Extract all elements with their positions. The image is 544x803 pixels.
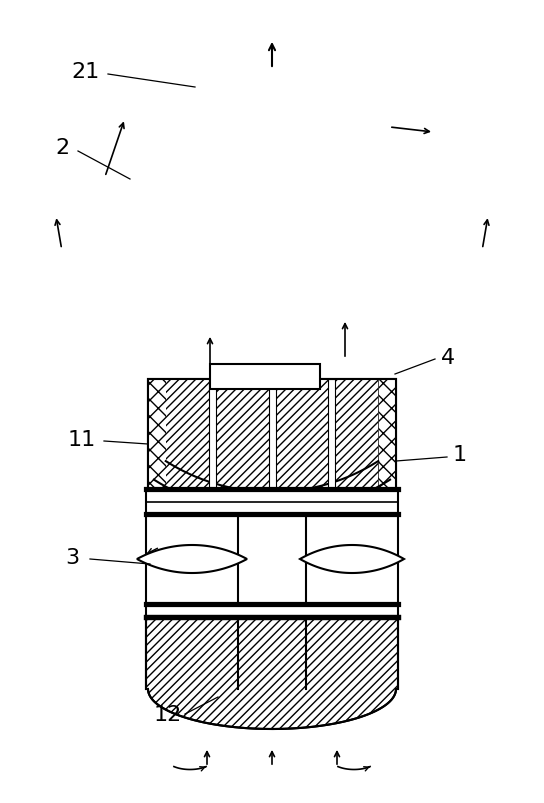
Polygon shape bbox=[137, 545, 247, 573]
Polygon shape bbox=[146, 618, 398, 729]
Bar bbox=[275, 380, 328, 489]
Bar bbox=[148, 380, 396, 489]
Bar bbox=[166, 380, 213, 489]
Bar bbox=[328, 380, 335, 489]
Bar bbox=[148, 380, 166, 489]
Bar bbox=[331, 380, 378, 489]
Text: 2: 2 bbox=[55, 138, 69, 158]
Bar bbox=[148, 380, 396, 489]
Bar bbox=[210, 365, 320, 389]
Text: 4: 4 bbox=[441, 348, 455, 368]
Polygon shape bbox=[300, 545, 404, 573]
Bar bbox=[216, 380, 269, 489]
Bar bbox=[269, 380, 275, 489]
Polygon shape bbox=[154, 462, 390, 515]
Text: 3: 3 bbox=[65, 548, 79, 567]
Text: 1: 1 bbox=[453, 444, 467, 464]
Bar bbox=[378, 380, 396, 489]
Bar bbox=[146, 515, 398, 604]
Text: 12: 12 bbox=[154, 704, 182, 724]
Bar bbox=[209, 380, 216, 489]
Text: 21: 21 bbox=[71, 62, 99, 82]
Text: 11: 11 bbox=[68, 430, 96, 450]
